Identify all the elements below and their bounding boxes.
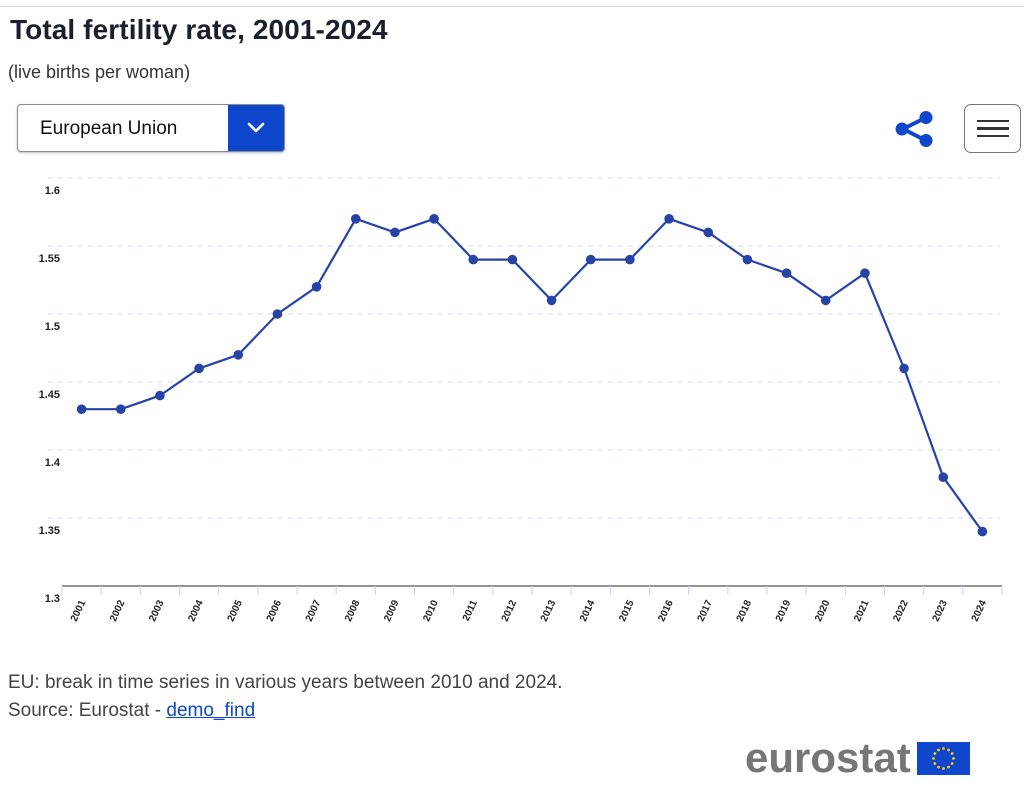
y-tick-label: 1.45 <box>39 389 60 401</box>
geo-select-value: European Union <box>40 118 178 139</box>
hamburger-menu-icon-bar <box>976 119 1009 123</box>
share-button[interactable] <box>893 110 935 148</box>
eu-flag-star <box>933 761 936 765</box>
x-tick-label: 2011 <box>461 598 480 623</box>
geo-select-dropdown-button[interactable] <box>228 105 284 151</box>
x-tick-label: 2014 <box>578 598 598 623</box>
hamburger-menu-icon-bar <box>976 127 1009 130</box>
top-divider <box>0 6 1024 7</box>
x-tick-label: 2012 <box>500 598 520 623</box>
x-tick-label: 2003 <box>147 598 167 623</box>
chart-title: Total fertility rate, 2001-2024 <box>10 14 388 45</box>
data-point-2017 <box>703 227 714 238</box>
data-point-2018 <box>742 254 753 265</box>
source-line: Source: Eurostat - demo_find <box>8 700 255 722</box>
eu-flag-star <box>933 751 936 755</box>
y-tick-label: 1.35 <box>39 525 60 537</box>
x-tick-label: 2008 <box>343 598 363 623</box>
y-tick-label: 1.6 <box>45 185 60 197</box>
eu-flag-star <box>941 746 945 750</box>
chevron-down-icon <box>247 122 265 133</box>
data-point-2012 <box>507 254 518 265</box>
x-tick-label: 2018 <box>735 598 755 623</box>
data-point-2004 <box>194 363 204 374</box>
x-tick-label: 2017 <box>696 598 716 623</box>
data-point-2011 <box>468 254 479 265</box>
x-tick-label: 2023 <box>931 598 951 623</box>
x-tick-label: 2004 <box>186 598 206 623</box>
eu-flag-star <box>936 765 940 769</box>
share-icon <box>895 111 933 147</box>
gridlines <box>48 177 1000 519</box>
footnote: EU: break in time series in various year… <box>8 672 563 693</box>
x-tick-label: 2020 <box>813 598 833 623</box>
data-point-2024 <box>977 526 988 537</box>
series-line <box>81 217 984 533</box>
eurostat-logo-text: eurostat <box>745 734 911 781</box>
eu-flag-star <box>946 747 950 751</box>
line-chart: 1.31.351.41.451.51.551.6 2001 2002 2003 200… <box>39 177 1003 623</box>
data-point-2016 <box>664 214 674 224</box>
eu-flag-star <box>931 756 935 760</box>
data-point-2003 <box>155 390 165 401</box>
data-point-2013 <box>546 295 557 306</box>
x-tick-label: 2009 <box>382 598 402 623</box>
chart-subtitle: (live births per woman) <box>8 62 191 82</box>
data-point-2010 <box>429 214 439 224</box>
x-tick-label: 2021 <box>852 598 872 623</box>
x-tick-label: 2015 <box>617 598 637 623</box>
eu-flag-icon <box>916 741 970 775</box>
y-tick-label: 1.55 <box>39 253 60 265</box>
x-tick-label: 2019 <box>774 598 794 623</box>
data-point-2014 <box>585 254 596 265</box>
x-tick-label: 2013 <box>539 598 559 623</box>
series-european-union <box>76 214 988 537</box>
data-point-2001 <box>76 404 87 414</box>
data-point-2002 <box>115 404 126 414</box>
data-point-2007 <box>311 282 322 292</box>
eu-flag-star <box>941 766 945 770</box>
y-tick-label: 1.4 <box>45 457 61 469</box>
x-tick-label: 2007 <box>304 598 324 623</box>
eu-flag-star <box>950 751 954 755</box>
data-point-2022 <box>899 363 909 374</box>
chart-menu-button[interactable] <box>964 104 1021 153</box>
eu-flag-star <box>950 761 954 765</box>
x-tick-label: 2006 <box>265 598 285 623</box>
data-point-2020 <box>820 295 831 306</box>
x-tick-label: 2024 <box>970 598 990 623</box>
data-point-2008 <box>350 214 361 224</box>
x-axis: 2001 2002 2003 2004 2005 2006 2007 2008 2009 2010… <box>61 585 1003 623</box>
geo-select[interactable]: European Union <box>17 104 285 152</box>
x-tick-label: 2002 <box>108 598 128 623</box>
x-tick-label: 2022 <box>891 598 911 623</box>
hamburger-menu-icon-bar <box>976 134 1009 138</box>
data-point-2019 <box>781 268 792 278</box>
x-tick-label: 2001 <box>69 598 89 623</box>
data-point-2015 <box>625 254 635 265</box>
source-prefix: Source: Eurostat - <box>8 700 167 721</box>
data-point-2009 <box>390 227 400 238</box>
data-point-2006 <box>272 309 283 319</box>
y-tick-label: 1.5 <box>45 321 60 333</box>
eu-flag-star <box>946 765 950 769</box>
x-tick-label: 2010 <box>421 598 441 623</box>
eurostat-logo: eurostat <box>745 737 970 779</box>
eu-flag-star <box>951 756 955 760</box>
eu-flag-star <box>936 747 940 751</box>
y-axis: 1.3 1.35 1.4 1.45 1.5 1.55 1.6 <box>39 185 61 605</box>
x-tick-label: 2016 <box>656 598 676 623</box>
y-tick-label: 1.3 <box>45 593 60 605</box>
data-point-2023 <box>938 472 949 483</box>
x-tick-label: 2005 <box>226 598 246 623</box>
data-point-2005 <box>233 350 244 360</box>
source-dataset-link[interactable]: demo_find <box>166 700 256 721</box>
data-point-2021 <box>860 268 870 278</box>
